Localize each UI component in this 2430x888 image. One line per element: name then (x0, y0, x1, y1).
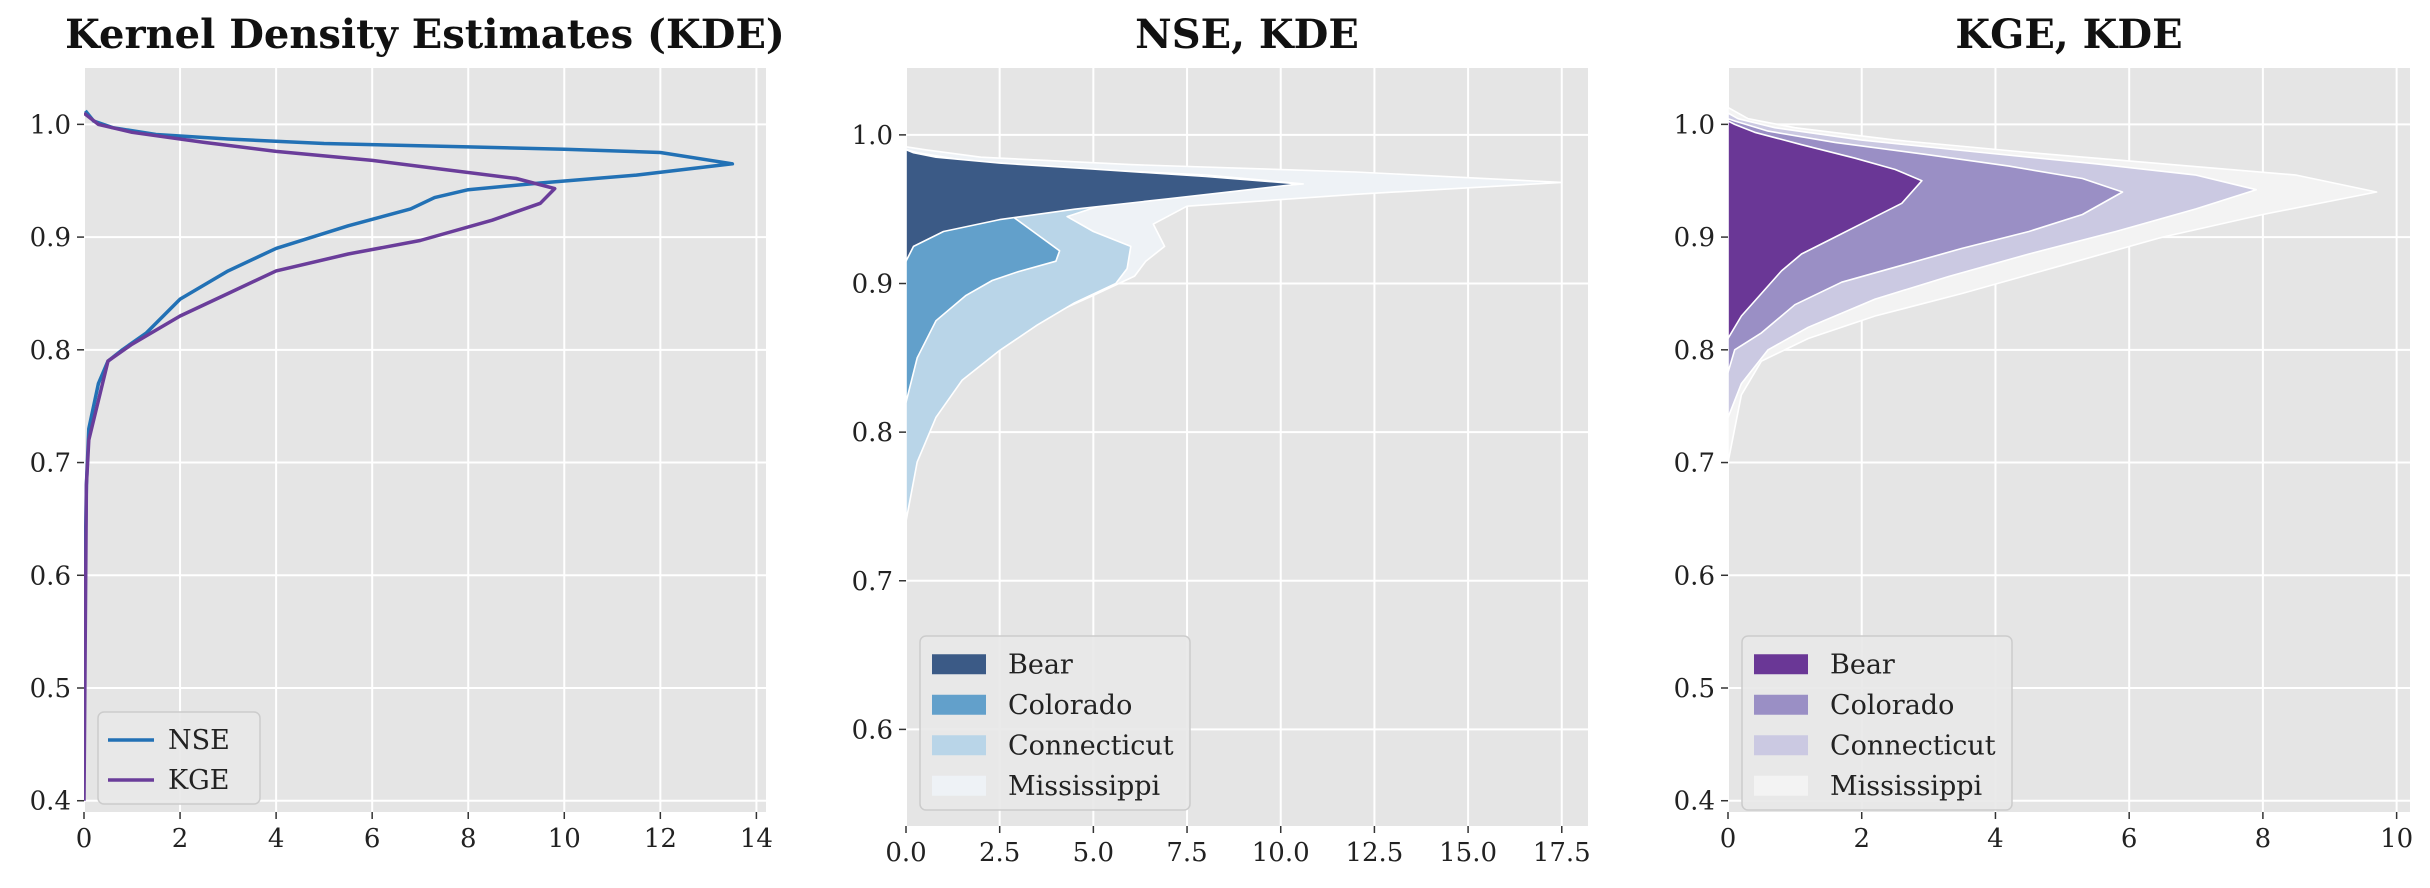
y-tick-label: 0.4 (1674, 787, 1715, 817)
y-tick-label: 0.8 (852, 418, 893, 448)
y-tick-label: 1.0 (30, 110, 71, 140)
legend-label-mississippi: Mississippi (1008, 771, 1161, 802)
x-tick-label: 4 (268, 824, 285, 854)
kde-line-panel: 0 2 4 6 8 10 12 14 0.4 0.5 0.6 0.7 0.8 0.9 1.0 Kernel D… (30, 11, 785, 854)
x-tick-label: 15.0 (1439, 838, 1497, 868)
y-tick-label: 0.8 (1674, 336, 1715, 366)
series-line-nse (84, 109, 735, 734)
series-area-bear (906, 148, 1301, 263)
plot-marks (1728, 106, 2378, 464)
legend: Bear Colorado Connecticut Mississippi (919, 635, 1191, 811)
y-tick-label: 0.6 (852, 715, 893, 745)
x-tick-label: 10 (548, 824, 581, 854)
x-tick-label: 6 (2121, 824, 2138, 854)
legend: Bear Colorado Connecticut Mississippi (1741, 635, 2013, 811)
chart-title: NSE, KDE (1135, 11, 1359, 58)
y-tick-label: 0.6 (30, 561, 71, 591)
legend-swatch-colorado (1754, 694, 1808, 715)
x-tick-label: 0.0 (885, 838, 926, 868)
x-tick-label: 8 (460, 824, 477, 854)
x-tick-label: 17.5 (1533, 838, 1591, 868)
legend-label-mississippi: Mississippi (1830, 771, 1983, 802)
y-tick-label: 0.9 (30, 223, 71, 253)
y-tick-label: 0.9 (1674, 223, 1715, 253)
plot-marks (84, 109, 735, 801)
series-line-kge (84, 111, 557, 801)
x-tick-label: 6 (364, 824, 381, 854)
legend-label-colorado: Colorado (1008, 690, 1132, 721)
y-tick-label: 0.9 (852, 270, 893, 300)
legend-label-bear: Bear (1008, 649, 1073, 680)
x-tick-label: 0 (1720, 824, 1737, 854)
series-area-bear (1728, 120, 1923, 340)
x-tick-label: 10 (2380, 824, 2413, 854)
legend-label-connecticut: Connecticut (1008, 730, 1174, 761)
legend-label-bear: Bear (1830, 649, 1895, 680)
x-tick-label: 10.0 (1252, 838, 1310, 868)
legend-swatch-bear (1754, 654, 1808, 675)
x-tick-label: 12.5 (1345, 838, 1403, 868)
legend: NSE KGE (97, 711, 261, 805)
plot-marks (906, 145, 1563, 523)
nse-kde-panel: 0.0 2.5 5.0 7.5 10.0 12.5 15.0 17.5 0.6 0.7 0.8 0.9… (852, 11, 1591, 868)
y-tick-label: 0.7 (1674, 449, 1715, 479)
x-tick-label: 7.5 (1166, 838, 1207, 868)
x-tick-label: 2.5 (979, 838, 1020, 868)
x-tick-label: 2 (1853, 824, 1870, 854)
legend-swatch-bear (932, 654, 986, 675)
kge-kde-panel: 0 2 4 6 8 10 0.4 0.5 0.6 0.7 0.8 0.9 1.0 KGE, KDE Bear… (1674, 11, 2414, 854)
y-tick-label: 1.0 (1674, 110, 1715, 140)
y-tick-label: 1.0 (852, 121, 893, 151)
legend-swatch-connecticut (1754, 735, 1808, 756)
plot-area (84, 68, 766, 812)
legend-label-kge: KGE (168, 765, 229, 796)
legend-swatch-connecticut (932, 735, 986, 756)
y-tick-label: 0.5 (30, 674, 71, 704)
legend-label-nse: NSE (168, 725, 230, 756)
y-tick-label: 0.7 (30, 449, 71, 479)
y-tick-label: 0.7 (852, 567, 893, 597)
y-tick-label: 0.8 (30, 336, 71, 366)
legend-swatch-colorado (932, 694, 986, 715)
legend-swatch-mississippi (932, 775, 986, 796)
x-tick-label: 0 (76, 824, 93, 854)
x-tick-label: 4 (1987, 824, 2004, 854)
x-tick-label: 14 (740, 824, 773, 854)
legend-label-connecticut: Connecticut (1830, 730, 1996, 761)
chart-title: KGE, KDE (1955, 11, 2182, 58)
y-tick-label: 0.5 (1674, 674, 1715, 704)
legend-swatch-mississippi (1754, 775, 1808, 796)
legend-label-colorado: Colorado (1830, 690, 1954, 721)
x-tick-label: 5.0 (1073, 838, 1114, 868)
chart-title: Kernel Density Estimates (KDE) (65, 11, 785, 58)
legend-frame (919, 635, 1191, 811)
x-tick-label: 2 (172, 824, 189, 854)
x-tick-label: 12 (644, 824, 677, 854)
legend-frame (1741, 635, 2013, 811)
y-tick-label: 0.6 (1674, 561, 1715, 591)
x-tick-label: 8 (2255, 824, 2272, 854)
y-tick-label: 0.4 (30, 787, 71, 817)
